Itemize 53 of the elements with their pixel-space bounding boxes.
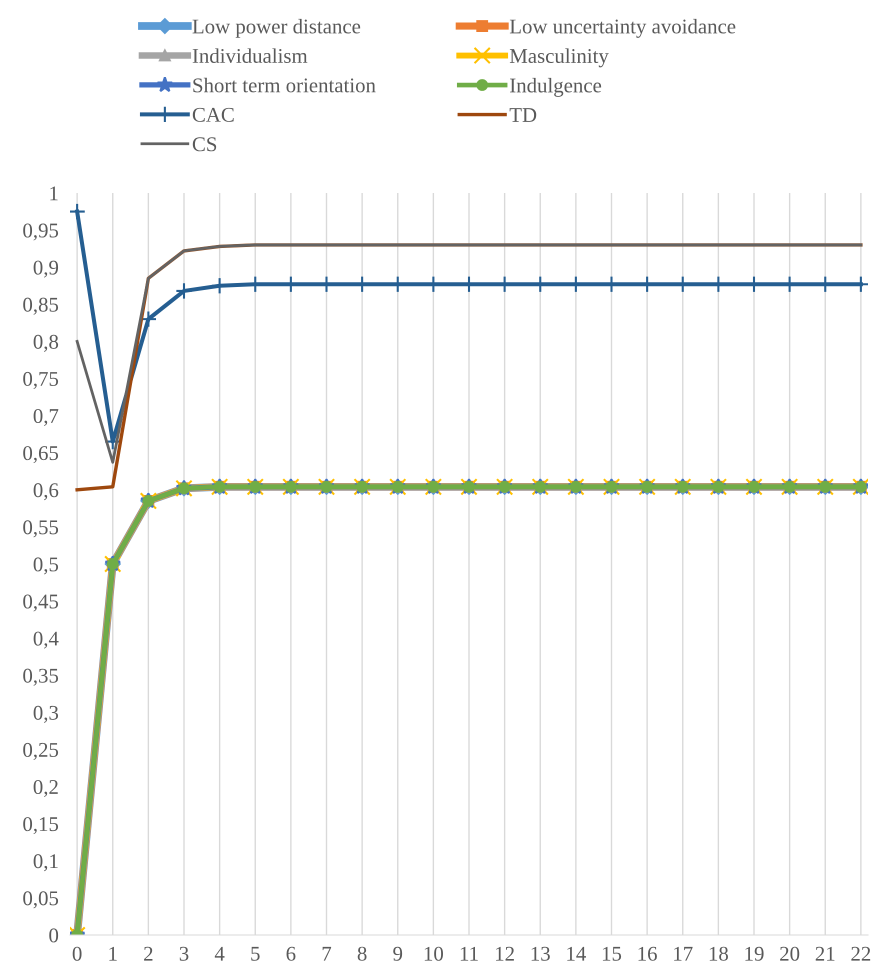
x-tick-label: 20 bbox=[780, 946, 800, 961]
x-tick-label: 11 bbox=[460, 946, 478, 961]
x-tick-label: 22 bbox=[851, 946, 870, 961]
x-tick-label: 10 bbox=[424, 946, 443, 961]
y-tick-label: 0,85 bbox=[23, 298, 58, 315]
x-tick-label: 7 bbox=[322, 946, 332, 961]
x-tick-label: 15 bbox=[602, 946, 622, 961]
y-tick-label: 0 bbox=[49, 928, 58, 942]
x-tick-label: 0 bbox=[72, 946, 82, 961]
legend-label: Low power distance bbox=[192, 18, 360, 38]
x-tick-label: 12 bbox=[496, 946, 514, 961]
y-tick-label: 0,8 bbox=[34, 334, 58, 352]
legend-label: Indulgence bbox=[510, 78, 602, 97]
x-tick-label: 6 bbox=[286, 946, 296, 961]
y-tick-label: 0,1 bbox=[34, 854, 58, 872]
x-tick-label: 18 bbox=[710, 946, 728, 961]
legend-label: Individualism bbox=[192, 48, 308, 63]
legend-label: Masculinity bbox=[510, 48, 609, 68]
y-tick-label: 0,45 bbox=[23, 594, 58, 612]
x-tick-label: 16 bbox=[638, 946, 657, 961]
y-tick-label: 0,05 bbox=[23, 891, 58, 908]
x-tick-label: 1 bbox=[109, 946, 117, 961]
x-tick-label: 3 bbox=[180, 946, 188, 961]
y-tick-label: 0,4 bbox=[34, 632, 59, 649]
y-tick-label: 0,6 bbox=[34, 483, 58, 500]
y-tick-label: 0,3 bbox=[34, 706, 58, 723]
legend-label: CS bbox=[192, 137, 216, 152]
legend-label: Low uncertainty avoidance bbox=[510, 18, 736, 38]
y-tick-label: 1 bbox=[50, 186, 58, 200]
y-tick-label: 0,55 bbox=[23, 520, 58, 538]
y-tick-label: 0,25 bbox=[23, 742, 58, 760]
y-tick-label: 0,65 bbox=[23, 446, 58, 464]
x-tick-label: 19 bbox=[745, 946, 764, 961]
x-tick-label: 9 bbox=[393, 946, 402, 961]
legend-label: TD bbox=[510, 108, 536, 122]
x-tick-label: 17 bbox=[674, 946, 693, 961]
y-tick-label: 0,5 bbox=[34, 557, 58, 574]
legend-label: CAC bbox=[192, 108, 234, 122]
y-tick-label: 0,15 bbox=[23, 817, 58, 834]
x-tick-label: 4 bbox=[214, 946, 225, 961]
y-tick-label: 0,7 bbox=[34, 408, 58, 426]
y-tick-label: 0,95 bbox=[23, 223, 58, 241]
y-tick-label: 0,9 bbox=[34, 260, 58, 278]
x-tick-label: 21 bbox=[816, 946, 834, 961]
x-tick-label: 8 bbox=[358, 946, 367, 961]
y-tick-label: 0,2 bbox=[34, 780, 58, 798]
y-tick-label: 0,75 bbox=[23, 372, 58, 389]
x-tick-label: 13 bbox=[532, 946, 550, 961]
y-tick-label: 0,35 bbox=[23, 668, 58, 686]
x-tick-label: 5 bbox=[251, 946, 260, 961]
x-tick-label: 2 bbox=[144, 946, 152, 961]
x-tick-label: 14 bbox=[567, 946, 586, 961]
legend-label: Short term orientation bbox=[193, 78, 376, 92]
